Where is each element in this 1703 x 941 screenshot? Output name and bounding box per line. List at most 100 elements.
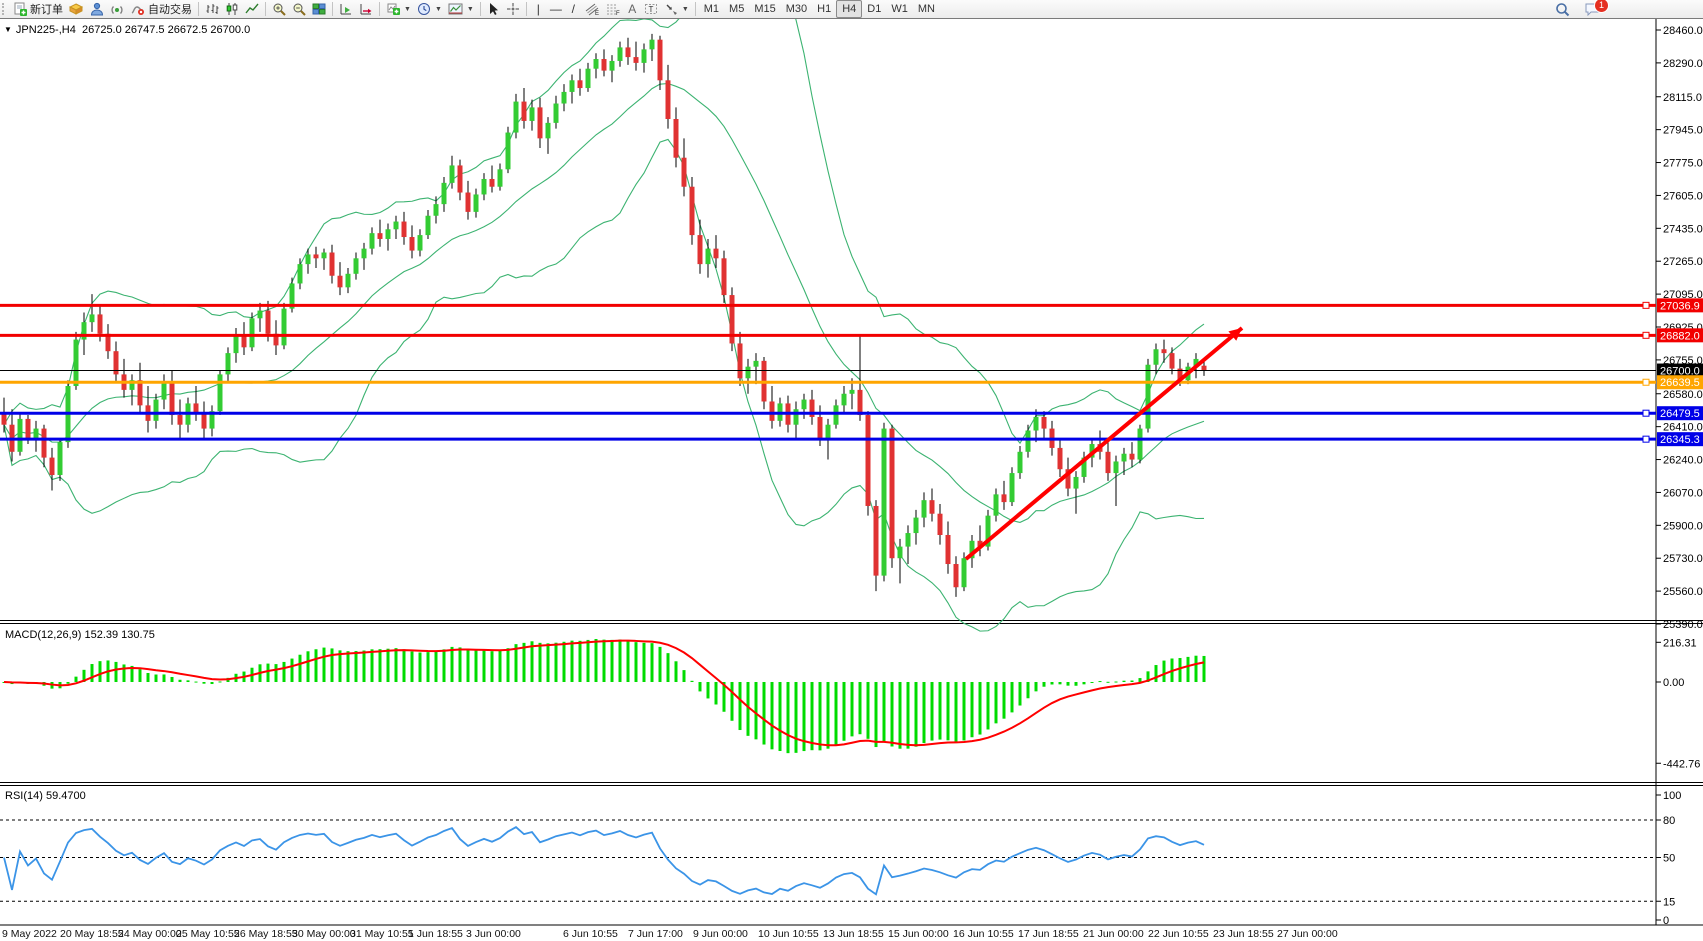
price-tick-label: 27775.0 xyxy=(1663,158,1703,170)
timeframe-H4[interactable]: H4 xyxy=(836,0,863,18)
price-label-chip-text: 26345.3 xyxy=(1660,434,1700,446)
line-chart-button[interactable] xyxy=(242,1,262,18)
price-tick-label: 26580.0 xyxy=(1663,389,1703,401)
chart-title: ▼ JPN225-,H4 26725.0 26747.5 26672.5 2670… xyxy=(4,24,250,36)
price-label-chip xyxy=(1657,363,1703,378)
vline-button[interactable]: | xyxy=(530,1,547,18)
timeframe-W1[interactable]: W1 xyxy=(891,3,908,15)
text-button[interactable]: A xyxy=(624,1,641,18)
rsi-tick-label: 80 xyxy=(1663,815,1675,827)
svg-text:F: F xyxy=(616,11,620,16)
hline-icon: — xyxy=(549,2,562,16)
timeframe-D1[interactable]: D1 xyxy=(867,3,882,15)
trendline-button[interactable]: / xyxy=(565,1,582,18)
profile-button[interactable] xyxy=(87,1,107,18)
rsi-tick-label: 50 xyxy=(1663,853,1675,865)
template-icon xyxy=(448,3,463,15)
price-tick-label: 27435.0 xyxy=(1663,223,1703,235)
collapse-triangle-icon: ▼ xyxy=(4,25,12,34)
dropdown-caret-icon: ▼ xyxy=(404,5,411,13)
channel-button[interactable]: E xyxy=(582,1,603,18)
time-axis-label: 26 May 18:55 xyxy=(234,928,298,940)
time-axis-label: 15 Jun 00:00 xyxy=(888,928,949,940)
time-axis-label: 9 Jun 00:00 xyxy=(693,928,748,940)
styler-button[interactable] xyxy=(66,1,87,18)
timeframe-M5[interactable]: M5 xyxy=(729,3,745,15)
arrows-button[interactable]: ▼ xyxy=(661,1,692,18)
styler-cube-icon xyxy=(69,3,84,15)
time-axis-label: 13 Jun 18:55 xyxy=(823,928,884,940)
level-handle xyxy=(1642,301,1650,309)
timeframe-MN[interactable]: MN xyxy=(917,3,935,15)
vline-icon: | xyxy=(536,2,540,16)
hline-button[interactable]: — xyxy=(547,1,565,18)
indicators-button[interactable]: ▼ xyxy=(383,1,414,18)
price-tick-label: 28115.0 xyxy=(1663,92,1702,104)
search-button[interactable] xyxy=(1552,1,1573,18)
time-axis-label: 3 Jun 00:00 xyxy=(466,928,521,940)
price-tick-label: 26070.0 xyxy=(1663,487,1703,499)
bar-chart-icon xyxy=(206,4,219,14)
chart-ohlc-values: 26725.0 26747.5 26672.5 26700.0 xyxy=(81,24,251,36)
fibonacci-icon: F xyxy=(606,4,620,16)
chat-button[interactable]: 1 xyxy=(1581,0,1609,18)
zoom-in-button[interactable] xyxy=(269,1,289,18)
text-icon: A xyxy=(628,2,637,16)
clock-icon xyxy=(417,3,430,15)
macd-tick-label: 0.00 xyxy=(1663,677,1684,689)
timeframe-M15[interactable]: M15 xyxy=(754,3,776,15)
dropdown-caret-icon: ▼ xyxy=(434,5,442,13)
arrows-icon xyxy=(666,4,677,15)
price-tick-label: 26410.0 xyxy=(1663,422,1703,434)
rsi-tick-label: 100 xyxy=(1663,790,1681,802)
price-label-chip-text: 26639.5 xyxy=(1660,377,1700,389)
price-label-chip-text: 26700.0 xyxy=(1660,366,1700,378)
crosshair-button[interactable] xyxy=(503,1,523,18)
rsi-tick-label: 0 xyxy=(1663,915,1669,927)
price-label-chip xyxy=(1657,328,1703,343)
timeframe-M30[interactable]: M30 xyxy=(785,3,808,15)
time-axis-label: 9 May 2022 xyxy=(2,928,57,940)
price-tick-label: 25390.0 xyxy=(1663,619,1703,631)
signal-button[interactable] xyxy=(107,1,127,18)
toolbar-separator xyxy=(198,2,199,16)
templates-button[interactable]: ▼ xyxy=(445,1,477,18)
toolbar-grip xyxy=(2,3,8,15)
toolbar-separator xyxy=(332,2,333,16)
timeframe-M1[interactable]: M1 xyxy=(703,3,720,15)
price-tick-label: 27605.0 xyxy=(1663,190,1703,202)
time-axis-label: 7 Jun 17:00 xyxy=(628,928,683,940)
crosshair-icon xyxy=(506,3,519,15)
time-axis-label: 1 Jun 18:55 xyxy=(408,928,463,940)
macd-tick-label: -442.76 xyxy=(1663,758,1700,770)
new-order-button[interactable]: 新订单 xyxy=(10,1,66,18)
macd-histogram xyxy=(2,639,1206,754)
tile-windows-button[interactable] xyxy=(309,1,329,18)
bar-chart-button[interactable] xyxy=(202,1,222,18)
time-axis-label: 30 May 00:00 xyxy=(292,928,356,940)
autotrading-icon xyxy=(131,6,144,15)
autotrading-button[interactable]: 自动交易 xyxy=(127,1,195,18)
chart-symbol-period: JPN225-,H4 xyxy=(15,24,76,36)
cursor-button[interactable] xyxy=(484,1,503,18)
new-order-label: 新订单 xyxy=(30,4,63,16)
user-icon xyxy=(90,2,104,16)
fibonacci-button[interactable]: F xyxy=(603,1,624,18)
signal-icon xyxy=(111,6,123,14)
time-axis-label: 16 Jun 10:55 xyxy=(953,928,1014,940)
auto-scroll-button[interactable] xyxy=(336,1,356,18)
text-label-button[interactable]: T xyxy=(641,1,661,18)
chart-shift-button[interactable] xyxy=(356,1,376,18)
candlestick-button[interactable] xyxy=(222,1,242,18)
time-axis-label: 6 Jun 10:55 xyxy=(563,928,618,940)
chart-shift-icon xyxy=(360,4,372,15)
periods-button[interactable]: ▼ xyxy=(414,1,445,18)
price-tick-label: 28460.0 xyxy=(1663,25,1703,37)
price-label-chip-text: 27036.9 xyxy=(1660,300,1700,312)
time-axis-label: 21 Jun 00:00 xyxy=(1083,928,1144,940)
timeframe-H1[interactable]: H1 xyxy=(817,3,832,15)
price-tick-label: 26240.0 xyxy=(1663,455,1703,467)
chart-canvas[interactable]: 28460.0 28290.0 28115.0 27945.0 27775.0 27605… xyxy=(0,19,1703,941)
bollinger-middle-band xyxy=(3,82,1205,523)
zoom-out-button[interactable] xyxy=(289,1,309,18)
